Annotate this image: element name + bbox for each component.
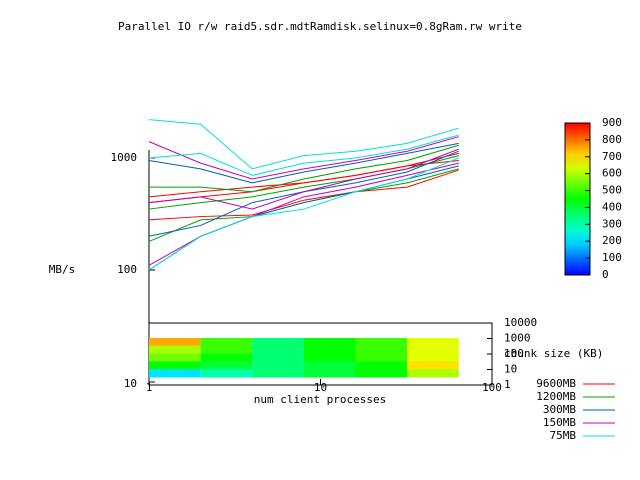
colorbar-tick-label: 800 bbox=[602, 133, 622, 146]
chunk-tick-label: 10000 bbox=[504, 316, 537, 329]
heat-cell bbox=[407, 353, 459, 362]
x-tick-label: 100 bbox=[482, 381, 502, 394]
y-axis-label: MB/s bbox=[49, 263, 76, 276]
chunk-tick-label: 1 bbox=[504, 378, 511, 391]
colorbar-tick-label: 200 bbox=[602, 234, 622, 247]
heat-cell bbox=[355, 338, 408, 347]
series-line bbox=[148, 148, 459, 210]
x-axis-label: num client processes bbox=[254, 393, 386, 406]
colorbar-tick-label: 0 bbox=[602, 268, 609, 281]
colorbar-tick-label: 500 bbox=[602, 184, 622, 197]
heat-cell bbox=[303, 338, 356, 347]
heat-cell bbox=[303, 361, 356, 370]
heat-cell bbox=[200, 345, 253, 355]
heat-cell bbox=[252, 361, 304, 370]
legend-label: 300MB bbox=[543, 403, 576, 416]
heat-cell bbox=[407, 369, 459, 378]
colorbar bbox=[564, 122, 591, 276]
colorbar-tick-label: 900 bbox=[602, 116, 622, 129]
series-line bbox=[148, 134, 459, 176]
series-line bbox=[148, 136, 459, 180]
colorbar-tick-label: 700 bbox=[602, 150, 622, 163]
heat-cell bbox=[252, 338, 304, 347]
heat-cell bbox=[407, 338, 459, 347]
chart-title: Parallel IO r/w raid5.sdr.mdtRamdisk.sel… bbox=[118, 20, 522, 33]
colorbar-tick-label: 300 bbox=[602, 217, 622, 230]
y-tick-label: 100 bbox=[117, 263, 137, 276]
heat-cell bbox=[407, 345, 459, 355]
heat-cell bbox=[407, 361, 459, 370]
x-tick-label: 1 bbox=[146, 381, 153, 394]
heat-cell bbox=[355, 353, 408, 362]
colorbar-tick-label: 600 bbox=[602, 167, 622, 180]
chunk-tick-label: 100 bbox=[504, 347, 524, 360]
heat-cell bbox=[355, 369, 408, 378]
heat-cell bbox=[149, 338, 201, 347]
legend-label: 9600MB bbox=[536, 377, 576, 390]
heat-cell bbox=[252, 369, 304, 378]
series-line bbox=[148, 157, 459, 271]
heat-cell bbox=[355, 361, 408, 370]
x-tick-label: 10 bbox=[314, 381, 327, 394]
heat-cell bbox=[303, 369, 356, 378]
heat-cell bbox=[303, 353, 356, 362]
legend-label: 150MB bbox=[543, 416, 576, 429]
heat-cell bbox=[149, 345, 201, 355]
chunk-tick-label: 10 bbox=[504, 363, 517, 376]
heat-cell bbox=[200, 369, 253, 378]
colorbar-tick-label: 400 bbox=[602, 200, 622, 213]
heat-cell bbox=[303, 345, 356, 355]
series-line bbox=[148, 119, 459, 170]
series-line bbox=[149, 144, 459, 193]
chunk-axis-label: chunk size (KB) bbox=[504, 347, 603, 360]
colorbar-tick-label: 100 bbox=[602, 251, 622, 264]
heat-cell bbox=[355, 345, 408, 355]
heat-cell bbox=[149, 353, 201, 362]
heat-cell bbox=[200, 338, 253, 347]
legend-label: 75MB bbox=[550, 429, 577, 442]
y-tick-label: 1000 bbox=[111, 151, 138, 164]
heat-cell bbox=[200, 361, 253, 370]
series-line bbox=[148, 169, 459, 221]
series-line bbox=[148, 159, 459, 198]
y-tick-label: 10 bbox=[124, 377, 137, 390]
heat-cell bbox=[200, 353, 253, 362]
heat-cell bbox=[149, 361, 201, 370]
series-line bbox=[148, 168, 459, 242]
series-line bbox=[148, 150, 459, 237]
heat-cell bbox=[252, 353, 304, 362]
chunk-tick-label: 1000 bbox=[504, 332, 531, 345]
heat-cell bbox=[252, 345, 304, 355]
heat-cell bbox=[149, 369, 201, 378]
legend-label: 1200MB bbox=[536, 390, 576, 403]
series-line bbox=[148, 142, 459, 184]
